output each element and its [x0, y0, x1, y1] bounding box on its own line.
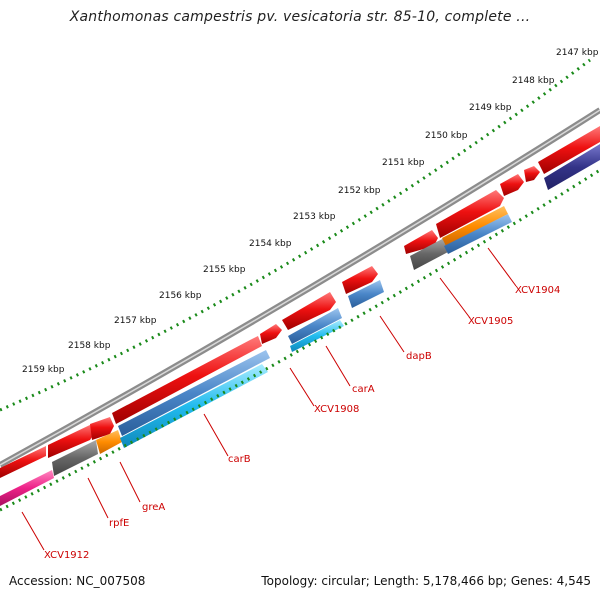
gene-feature[interactable]	[90, 417, 114, 440]
ruler-tick-label: 2154 kbp	[249, 239, 292, 249]
genome-summary-text: Topology: circular; Length: 5,178,466 bp…	[261, 574, 591, 588]
gene-feature[interactable]	[348, 280, 384, 308]
ruler-tick-label: 2158 kbp	[68, 341, 111, 351]
gene-label[interactable]: XCV1912	[44, 550, 89, 561]
ruler-tick-label: 2153 kbp	[293, 212, 336, 222]
ruler-tick-label: 2150 kbp	[425, 131, 468, 141]
gene-label[interactable]: dapB	[406, 351, 432, 362]
gene-label[interactable]: XCV1908	[314, 404, 359, 415]
gene-feature[interactable]	[282, 292, 336, 330]
gene-feature[interactable]	[96, 430, 122, 454]
forward-strand-genes	[0, 126, 600, 478]
gene-label[interactable]: greA	[142, 502, 165, 513]
ruler-tick-label: 2147 kbp	[556, 48, 599, 58]
gene-feature[interactable]	[118, 350, 270, 436]
gene-feature[interactable]	[290, 320, 344, 352]
gene-feature[interactable]	[342, 266, 378, 294]
backbone-highlight	[0, 109, 600, 466]
gene-feature[interactable]	[410, 238, 448, 270]
map-title: Xanthomonas campestris pv. vesicatoria s…	[69, 9, 531, 25]
gene-feature[interactable]	[544, 144, 600, 190]
gene-feature[interactable]	[538, 126, 600, 174]
gene-labels: XCV1904 XCV1905 dapB carA XCV1908 carB g…	[44, 285, 560, 561]
ruler-tick-label: 2157 kbp	[114, 316, 157, 326]
gene-feature[interactable]	[500, 174, 524, 196]
gene-feature[interactable]	[260, 324, 282, 344]
gene-feature[interactable]	[120, 364, 268, 448]
gene-feature[interactable]	[112, 336, 262, 424]
ruler-tick-label: 2155 kbp	[203, 265, 246, 275]
backbone-outer	[0, 107, 600, 468]
gene-feature[interactable]	[0, 446, 46, 478]
gene-feature[interactable]	[0, 470, 54, 506]
ruler-tick-label: 2159 kbp	[22, 365, 65, 375]
gene-feature[interactable]	[442, 206, 508, 246]
gene-label[interactable]: carB	[228, 454, 251, 465]
ruler-tick-label: 2151 kbp	[382, 158, 425, 168]
inner-ruler-arc	[0, 168, 600, 512]
gene-label[interactable]: carA	[352, 384, 375, 395]
gene-feature[interactable]	[52, 440, 98, 476]
ruler-tick-label: 2156 kbp	[159, 291, 202, 301]
gene-label[interactable]: XCV1904	[515, 285, 560, 296]
gene-feature[interactable]	[436, 190, 504, 238]
accession-text: Accession: NC_007508	[9, 574, 146, 588]
gene-feature[interactable]	[444, 214, 512, 254]
ruler-tick-label: 2149 kbp	[469, 103, 512, 113]
ruler-tick-label: 2148 kbp	[512, 76, 555, 86]
gene-label[interactable]: rpfE	[109, 518, 129, 529]
ruler-tick-label: 2152 kbp	[338, 186, 381, 196]
reverse-strand-genes	[0, 144, 600, 506]
gene-feature[interactable]	[404, 230, 438, 254]
gene-label[interactable]: XCV1905	[468, 316, 513, 327]
gene-feature[interactable]	[48, 424, 96, 458]
label-leaders	[21, 247, 517, 551]
gene-feature[interactable]	[288, 308, 342, 344]
ruler-labels: 2147 kbp 2148 kbp 2149 kbp 2150 kbp 2151…	[22, 48, 599, 375]
gene-feature[interactable]	[524, 166, 540, 182]
